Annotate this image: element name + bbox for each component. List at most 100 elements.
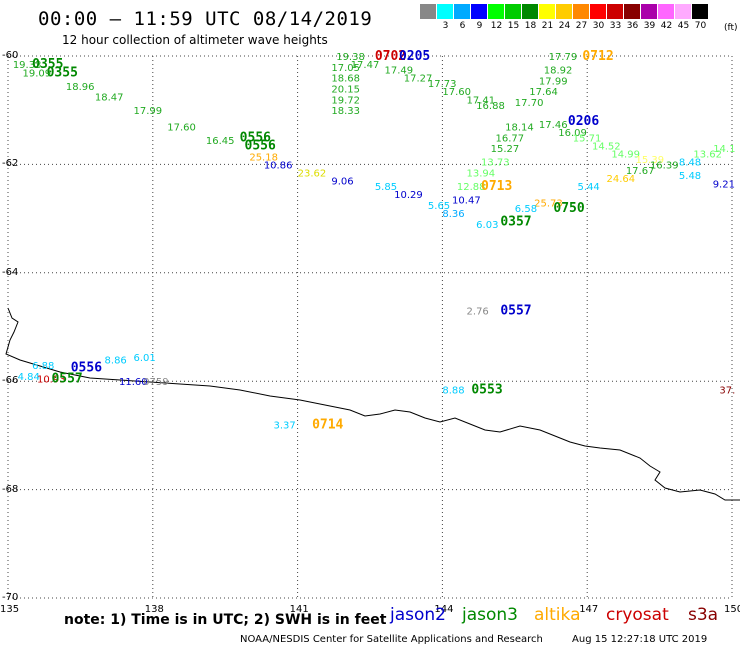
scale-label: 24 [558,21,571,31]
scale-label: 15 [507,21,520,31]
wave-height-label: 23.62 [298,169,327,180]
scale-swatch [539,4,556,19]
y-tick-label: -64 [2,266,19,278]
wave-height-label: 24.64 [607,174,636,185]
wave-height-label: 5.65 [428,201,450,212]
scale-swatch [641,4,658,19]
footer-note: note: 1) Time is in UTC; 2) SWH is in fe… [64,612,387,628]
scale-swatch [505,4,522,19]
scale-label: 70 [694,21,707,31]
wave-height-label: 17.60 [442,87,471,98]
pass-time-label: 0556 [245,138,276,153]
wave-height-label: 6.88 [32,361,54,372]
wave-height-label: 19.33 [13,60,42,71]
wave-height-label: 12.88 [457,182,486,193]
map-title: 00:00 – 11:59 UTC 08/14/2019 [38,8,373,30]
wave-height-label: 17.70 [515,98,544,109]
scale-swatch [454,4,471,19]
scale-swatch [556,4,573,19]
wave-height-label: 14.99 [611,150,640,161]
scale-label: 18 [524,21,537,31]
pass-time-label: 0357 [500,214,531,229]
wave-height-label: 5.48 [679,171,701,182]
wave-height-label: 16.45 [206,136,235,147]
scale-label: 42 [660,21,673,31]
wave-height-label: 15.27 [491,144,520,155]
pass-time-label: 0713 [481,179,512,194]
scale-label: 33 [609,21,622,31]
wave-height-label: 6.03 [476,220,498,231]
wave-height-label: 18.92 [544,66,573,77]
pass-time-label: 0750 [553,201,584,216]
scale-label: 36 [626,21,639,31]
wave-height-label: 11.60 [119,377,148,388]
pass-time-label: 0714 [312,418,343,433]
scale-swatch [607,4,624,19]
wave-height-label: 9.06 [331,177,353,188]
y-tick-label: -70 [2,592,19,603]
wave-height-label: 25.73 [534,198,563,209]
legend-s3a: s3a [688,605,719,625]
y-tick-label: -60 [2,50,19,61]
scale-swatch [488,4,505,19]
wave-height-label: 19.09 [22,68,51,79]
wave-height-label: 18.68 [331,74,360,85]
scale-label: 39 [643,21,656,31]
scale-swatch [692,4,709,19]
wave-height-label: 17.47 [351,60,380,71]
wave-height-label: 17.73 [428,79,457,90]
credit-line: NOAA/NESDIS Center for Satellite Applica… [240,634,707,645]
wave-height-label: 14.1 [713,144,735,155]
color-scale-labels: 3 6 9 12 15 18 21 24 27 30 33 36 39 42 45 70 [420,19,709,31]
wave-height-label: 6.01 [133,353,155,364]
y-tick-label: -66 [2,375,19,387]
wave-height-label: 18.14 [505,122,534,133]
wave-height-label: 14.52 [592,141,621,152]
pass-time-label: 0702 [375,49,406,64]
scale-label: 6 [459,21,466,31]
wave-height-label: 18.47 [95,93,124,104]
wave-height-label: 2.76 [467,307,489,318]
wave-height-label: 18.96 [66,82,95,93]
pass-time-label: 0206 [568,114,599,129]
pass-time-label: 0355 [32,57,63,72]
wave-height-label: 10.93 [37,374,66,385]
wave-height-label: 17.64 [529,87,558,98]
wave-height-label: 10.47 [452,196,481,207]
wave-height-label: 13.62 [693,150,722,161]
legend-altika: altika [534,605,581,625]
scale-label: 45 [677,21,690,31]
scale-swatch [590,4,607,19]
scale-swatch [624,4,641,19]
scale-label: 12 [490,21,503,31]
scale-label: 9 [476,21,483,31]
color-scale-swatches [420,4,709,19]
wave-height-label: 25.18 [249,152,278,163]
wave-height-label: 8.86 [105,356,127,367]
wave-height-label: 16.77 [495,133,524,144]
pass-time-label: 0205 [399,49,430,64]
wave-height-label: 10.86 [264,160,293,171]
wave-height-label: 17.46 [539,120,568,131]
timestamp: Aug 15 12:27:18 UTC 2019 [572,634,708,645]
scale-swatch [658,4,675,19]
wave-height-label: 37. [719,385,735,396]
wave-height-label: 3.37 [273,421,295,432]
scale-unit: (ft) [724,23,738,33]
legend-jason3: jason3 [462,605,518,625]
wave-height-label: 20.15 [331,85,360,96]
x-tick-label: 144 [434,604,454,615]
wave-height-label: 17.27 [404,74,433,85]
map-subtitle: 12 hour collection of altimeter wave hei… [62,33,328,47]
y-tick-label: -68 [2,483,19,495]
wave-height-label: 17.41 [467,95,496,106]
x-tick-label: 150 [724,604,740,615]
y-tick-label: -62 [2,158,19,170]
scale-label: 3 [442,21,449,31]
scale-swatch [675,4,692,19]
scale-swatch [573,4,590,19]
scale-swatch [437,4,454,19]
legend-jason2: jason2 [390,605,446,625]
wave-height-label: 4.84 [18,372,40,383]
